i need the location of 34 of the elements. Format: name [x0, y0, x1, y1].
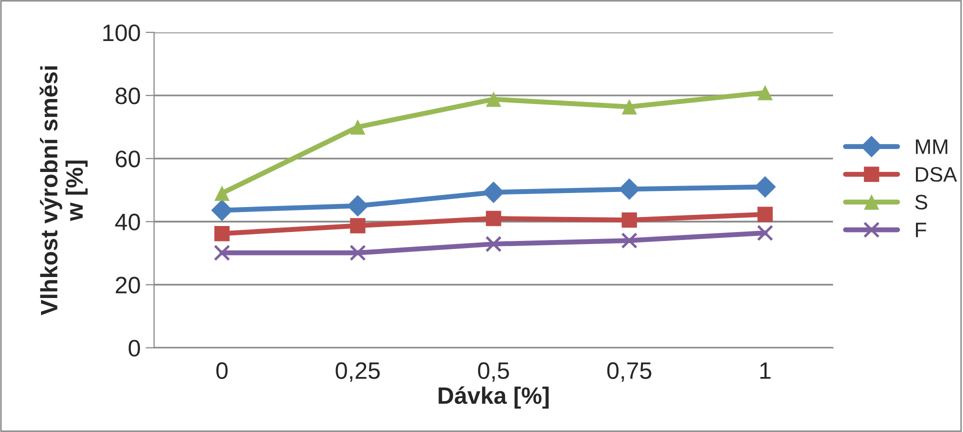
- point: [757, 84, 773, 100]
- point: [754, 176, 776, 198]
- y-tick-label: 0: [128, 340, 140, 357]
- y-tick-label: 60: [116, 150, 140, 168]
- point: [486, 210, 502, 226]
- y-axis-title: Vlhkost výrobní směsi w [%]: [40, 66, 88, 316]
- point: [622, 99, 637, 114]
- point: [350, 218, 366, 234]
- point: [214, 244, 230, 262]
- y-tick-label: 40: [115, 214, 140, 230]
- legend-label: F: [916, 222, 926, 238]
- point: [756, 224, 774, 242]
- point: [486, 92, 502, 107]
- legend-label: MM: [916, 140, 948, 154]
- point: [757, 206, 773, 222]
- point: [485, 236, 502, 252]
- x-axis-title: Dávka [%]: [438, 386, 549, 409]
- y-tick-label: 80: [116, 88, 140, 104]
- x-tick-label: 0: [216, 362, 228, 379]
- point: [214, 226, 230, 242]
- point: [211, 199, 233, 222]
- y-tick-label: 100: [103, 24, 140, 42]
- point: [622, 212, 637, 228]
- point: [214, 186, 230, 201]
- x-tick-label: 1: [760, 362, 771, 379]
- x-tick-label: 0,75: [607, 362, 652, 382]
- point: [350, 244, 366, 262]
- legend-label: DSA: [916, 167, 958, 182]
- point: [350, 119, 366, 135]
- point: [621, 232, 638, 249]
- x-tick-label: 0,5: [478, 362, 509, 382]
- legend-label: S: [915, 194, 928, 210]
- y-tick-label: 20: [116, 276, 140, 294]
- x-tick-label: 0,25: [336, 362, 380, 382]
